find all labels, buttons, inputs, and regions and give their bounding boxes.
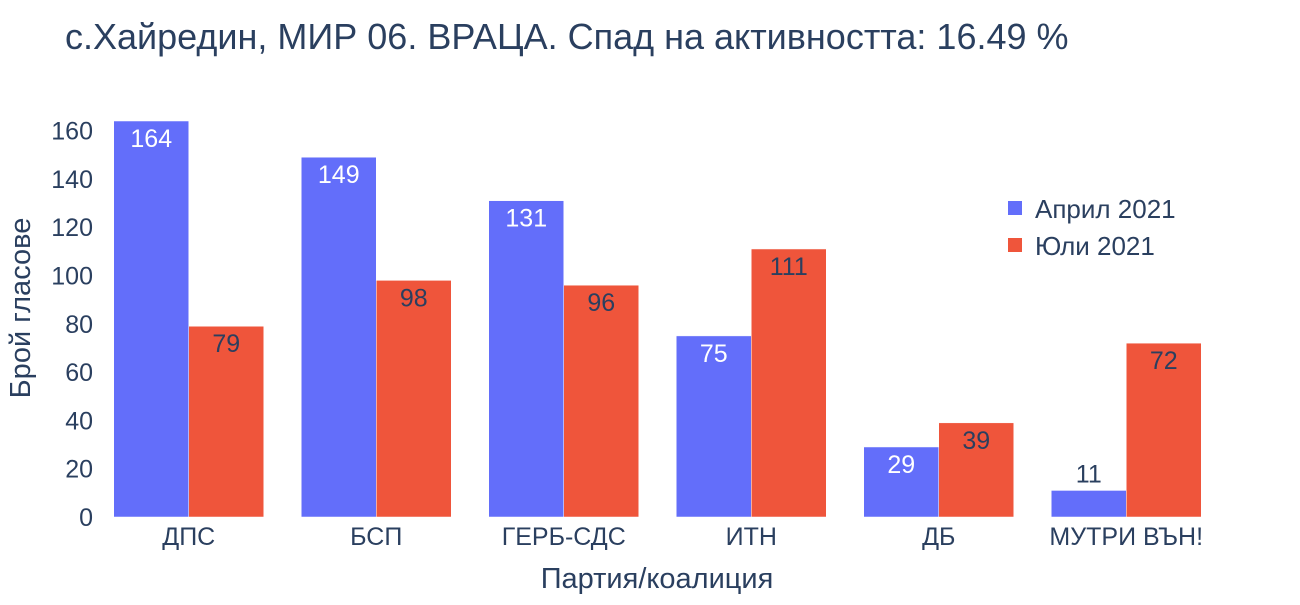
legend-label: Април 2021 — [1035, 194, 1176, 224]
data-label: 149 — [318, 161, 360, 189]
y-tick-label: 40 — [65, 407, 93, 435]
data-label: 29 — [887, 451, 915, 479]
bar-july — [563, 284, 639, 518]
x-tick-label: ДБ — [922, 523, 955, 551]
data-label: 11 — [1076, 460, 1102, 488]
y-axis-title: Брой гласове — [5, 218, 37, 399]
bar-july — [1126, 342, 1202, 518]
bar-july — [751, 248, 827, 518]
data-label: 39 — [962, 427, 990, 455]
bar-april — [301, 156, 377, 518]
bar-july — [938, 422, 1014, 518]
data-label: 98 — [400, 284, 428, 312]
data-label: 111 — [770, 253, 808, 281]
y-tick-label: 20 — [65, 456, 93, 484]
y-tick-label: 60 — [65, 359, 93, 387]
data-label: 131 — [505, 205, 547, 233]
legend-swatch — [1008, 201, 1022, 215]
y-axis-ticks: 0 20 40 60 80 100 120 140 160 — [51, 118, 93, 532]
y-tick-label: 120 — [51, 214, 93, 242]
x-tick-label: ГЕРБ-СДС — [502, 523, 626, 551]
x-tick-label: БСП — [350, 523, 402, 551]
bar-july — [376, 280, 452, 518]
bar-april — [113, 120, 189, 518]
data-label: 79 — [212, 330, 240, 358]
data-label: 96 — [587, 289, 615, 317]
data-labels: 164 79 149 98 131 96 75 111 29 39 11 72 — [130, 125, 1177, 488]
y-tick-label: 140 — [51, 166, 93, 194]
bar-july — [188, 325, 264, 518]
y-tick-label: 100 — [51, 263, 93, 291]
x-tick-label: ДПС — [162, 523, 215, 551]
bar-april — [863, 446, 939, 518]
bars — [113, 120, 1202, 518]
data-label: 72 — [1150, 347, 1178, 375]
y-tick-label: 160 — [51, 118, 93, 146]
x-tick-label: ИТН — [726, 523, 777, 551]
y-tick-label: 0 — [79, 504, 93, 532]
x-axis-ticks: ДПС БСП ГЕРБ-СДС ИТН ДБ МУТРИ ВЪН! — [162, 523, 1203, 551]
bar-april — [1051, 490, 1127, 518]
bar-april — [676, 335, 752, 518]
legend-swatch — [1008, 238, 1022, 252]
data-label: 75 — [700, 340, 728, 368]
chart-title: с.Хайредин, МИР 06. ВРАЦА. Спад на актив… — [65, 16, 1069, 57]
legend-label: Юли 2021 — [1035, 231, 1155, 261]
x-tick-label: МУТРИ ВЪН! — [1049, 523, 1203, 551]
data-label: 164 — [130, 125, 172, 153]
bar-april — [488, 200, 564, 518]
y-tick-label: 80 — [65, 311, 93, 339]
legend: Април 2021 Юли 2021 — [1008, 194, 1176, 261]
x-axis-title: Партия/коалиция — [541, 563, 774, 595]
